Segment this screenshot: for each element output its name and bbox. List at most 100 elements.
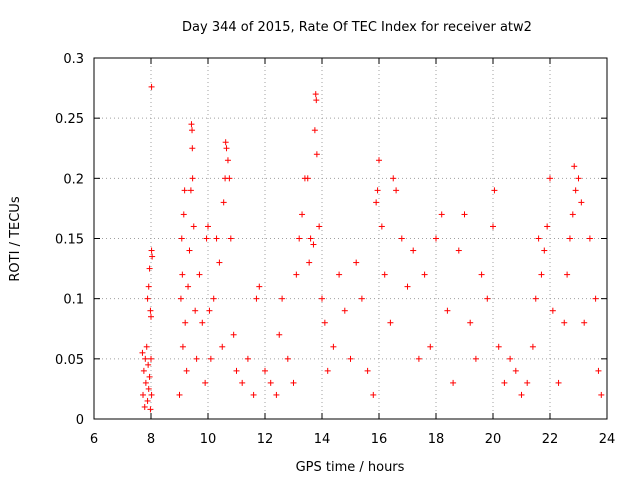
- data-point: [199, 319, 206, 326]
- x-tick-label: 24: [599, 432, 616, 447]
- data-point: [262, 367, 268, 374]
- data-point: [189, 127, 196, 134]
- x-tick-label: 20: [485, 432, 502, 447]
- data-point: [189, 145, 196, 152]
- x-tick-label: 8: [147, 432, 155, 447]
- grid-lines: [94, 58, 607, 419]
- data-point: [220, 199, 227, 206]
- data-point: [143, 343, 150, 350]
- axes: 6 8 10 12 14 16 18 20 22 24 0 0.05 0.1 0.15 0.2 0.25 0.3: [55, 52, 615, 447]
- data-point: [313, 97, 320, 104]
- data-point: [149, 253, 156, 260]
- data-point: [538, 271, 545, 278]
- data-point: [501, 379, 508, 386]
- data-point: [535, 235, 542, 242]
- x-tick-label: 10: [200, 432, 217, 447]
- data-point: [364, 367, 371, 374]
- data-point: [230, 331, 237, 338]
- y-tick-label: 0.15: [55, 233, 84, 248]
- data-point: [390, 175, 397, 182]
- data-point: [310, 241, 317, 248]
- data-point: [185, 283, 192, 290]
- data-point: [444, 307, 451, 314]
- x-tick-label: 22: [542, 432, 559, 447]
- data-point: [223, 145, 230, 152]
- data-point: [296, 235, 303, 242]
- data-point: [592, 295, 599, 302]
- y-tick-label: 0.2: [63, 172, 84, 187]
- data-point: [415, 355, 422, 362]
- chart-title: Day 344 of 2015, Rate Of TEC Index for r…: [182, 20, 532, 35]
- data-point: [566, 235, 573, 242]
- data-point: [341, 307, 348, 314]
- data-point: [177, 295, 184, 302]
- data-point: [147, 406, 154, 413]
- data-point: [578, 199, 585, 206]
- data-point: [226, 175, 233, 182]
- data-point: [376, 157, 382, 164]
- data-point: [586, 235, 593, 242]
- data-point: [571, 163, 578, 170]
- data-point: [273, 391, 280, 398]
- data-point: [319, 295, 325, 302]
- data-point: [507, 355, 514, 362]
- data-point: [450, 379, 457, 386]
- data-point: [216, 259, 223, 266]
- data-point: [145, 385, 152, 392]
- data-point: [381, 271, 388, 278]
- data-point: [180, 211, 187, 218]
- data-point: [467, 319, 474, 326]
- y-tick-label: 0.1: [63, 293, 84, 308]
- data-point: [148, 247, 155, 254]
- data-point: [141, 403, 148, 410]
- data-point: [142, 355, 149, 362]
- data-point: [529, 343, 536, 350]
- data-point: [140, 367, 147, 374]
- data-point: [178, 235, 185, 242]
- data-point: [176, 391, 183, 398]
- data-point: [207, 355, 214, 362]
- data-point: [148, 355, 154, 362]
- data-point: [276, 331, 283, 338]
- data-point: [239, 379, 246, 386]
- data-point: [572, 187, 579, 194]
- data-point: [203, 235, 210, 242]
- data-point: [555, 379, 562, 386]
- data-point: [484, 295, 491, 302]
- data-point: [313, 151, 320, 158]
- data-point: [179, 343, 186, 350]
- data-point: [144, 397, 151, 404]
- data-point: [490, 223, 496, 230]
- data-point: [410, 247, 417, 254]
- data-point: [575, 175, 582, 182]
- data-point: [455, 247, 462, 254]
- data-point: [244, 355, 251, 362]
- data-point: [569, 211, 576, 218]
- data-points: [139, 83, 605, 413]
- data-point: [145, 283, 152, 290]
- data-point: [598, 391, 605, 398]
- y-tick-label: 0.3: [63, 52, 84, 67]
- data-point: [561, 319, 568, 326]
- data-point: [253, 295, 260, 302]
- data-point: [224, 157, 231, 164]
- data-point: [142, 379, 149, 386]
- data-point: [512, 367, 519, 374]
- data-point: [140, 391, 147, 398]
- data-point: [541, 247, 548, 254]
- data-point: [250, 391, 257, 398]
- y-axis-label: ROTI / TECUs: [8, 196, 23, 281]
- data-point: [518, 391, 525, 398]
- data-point: [206, 307, 213, 314]
- data-point: [495, 343, 502, 350]
- data-point: [373, 199, 380, 206]
- data-point: [387, 319, 394, 326]
- data-point: [148, 391, 155, 398]
- data-point: [202, 379, 209, 386]
- data-point: [183, 367, 190, 374]
- data-point: [404, 283, 411, 290]
- data-point: [393, 187, 400, 194]
- data-point: [196, 271, 203, 278]
- x-tick-label: 14: [314, 432, 331, 447]
- data-point: [491, 187, 498, 194]
